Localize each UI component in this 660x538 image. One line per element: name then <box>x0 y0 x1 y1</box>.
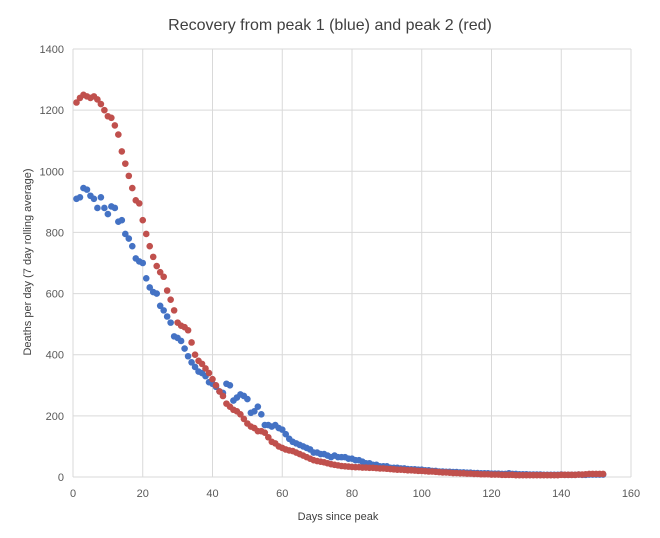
data-point <box>163 287 171 294</box>
series-peak-2 <box>73 91 607 479</box>
data-point <box>125 235 133 242</box>
data-point <box>83 186 91 193</box>
series-peak-1 <box>73 184 607 479</box>
data-point <box>156 302 164 310</box>
data-point <box>219 392 227 400</box>
data-point <box>181 345 188 352</box>
data-point <box>212 381 220 389</box>
y-tick-label: 1200 <box>40 105 64 117</box>
chart-title: Recovery from peak 1 (blue) and peak 2 (… <box>168 17 492 34</box>
x-tick-label: 140 <box>552 488 570 500</box>
data-point <box>198 360 206 368</box>
data-point <box>226 381 234 389</box>
data-point <box>118 216 126 224</box>
data-point <box>202 365 209 372</box>
data-point <box>240 415 248 423</box>
data-point <box>265 433 272 441</box>
data-point <box>128 184 136 192</box>
y-tick-label: 600 <box>46 289 64 301</box>
data-point <box>261 429 269 436</box>
data-point <box>97 193 105 201</box>
data-point <box>118 148 126 155</box>
y-tick-label: 400 <box>46 350 64 362</box>
data-point <box>101 106 108 114</box>
data-point <box>170 307 178 314</box>
data-point <box>251 407 258 415</box>
data-point <box>244 395 251 403</box>
data-point <box>125 172 133 180</box>
data-point <box>188 339 195 346</box>
data-point <box>184 326 192 334</box>
data-point <box>153 262 160 270</box>
data-point <box>94 204 101 212</box>
data-point <box>111 122 119 129</box>
x-tick-label: 120 <box>482 488 500 500</box>
x-tick-label: 60 <box>276 488 288 500</box>
data-point <box>139 216 147 224</box>
x-tick-label: 20 <box>137 488 149 500</box>
data-point <box>111 204 119 212</box>
y-tick-label: 200 <box>46 411 64 423</box>
y-tick-label: 800 <box>46 227 64 239</box>
data-point <box>191 351 199 359</box>
data-point <box>149 253 157 261</box>
data-point <box>254 403 262 410</box>
y-tick-label: 1000 <box>40 166 64 178</box>
data-point <box>122 160 129 167</box>
data-point <box>278 426 286 433</box>
data-point <box>163 313 171 320</box>
x-tick-label: 0 <box>70 488 76 500</box>
data-point <box>167 296 174 303</box>
data-point <box>101 204 108 212</box>
data-point <box>94 96 101 103</box>
data-point <box>167 319 174 326</box>
data-point <box>108 114 115 122</box>
data-point <box>188 359 195 366</box>
x-tick-label: 80 <box>346 488 358 500</box>
x-tick-label: 160 <box>622 488 640 500</box>
y-tick-label: 0 <box>58 472 64 484</box>
y-axis-label: Deaths per day (7 day rolling average) <box>22 168 34 355</box>
data-point <box>122 230 129 238</box>
data-point <box>73 99 80 106</box>
data-point <box>237 411 244 418</box>
tick-labels: 0 200 400 600 800 1000 1200 1400 0 20 40 60 80 100 120… <box>40 44 641 500</box>
gridlines <box>72 48 632 478</box>
x-tick-label: 100 <box>413 488 431 500</box>
data-point <box>177 337 185 345</box>
data-point <box>97 100 105 108</box>
data-point <box>160 307 167 314</box>
data-point <box>90 195 98 203</box>
data-point <box>184 352 192 360</box>
data-point <box>146 284 154 291</box>
x-tick-label: 40 <box>206 488 218 500</box>
data-point <box>282 430 290 438</box>
x-axis-label: Days since peak <box>298 511 379 523</box>
data-point <box>115 131 122 138</box>
data-point <box>142 274 150 282</box>
data-point <box>205 369 213 377</box>
data-point <box>104 210 112 218</box>
data-point <box>160 273 167 281</box>
data-series <box>73 91 607 479</box>
data-point <box>599 470 607 478</box>
data-point <box>258 411 265 418</box>
data-point <box>128 242 136 250</box>
data-point <box>153 290 160 297</box>
data-point <box>156 268 164 276</box>
data-point <box>216 388 223 395</box>
data-point <box>191 363 199 371</box>
data-point <box>139 259 147 267</box>
y-tick-label: 1400 <box>40 44 64 56</box>
data-point <box>146 242 154 250</box>
data-point <box>76 193 84 201</box>
data-point <box>142 230 150 238</box>
data-point <box>209 375 216 383</box>
data-point <box>135 200 143 207</box>
